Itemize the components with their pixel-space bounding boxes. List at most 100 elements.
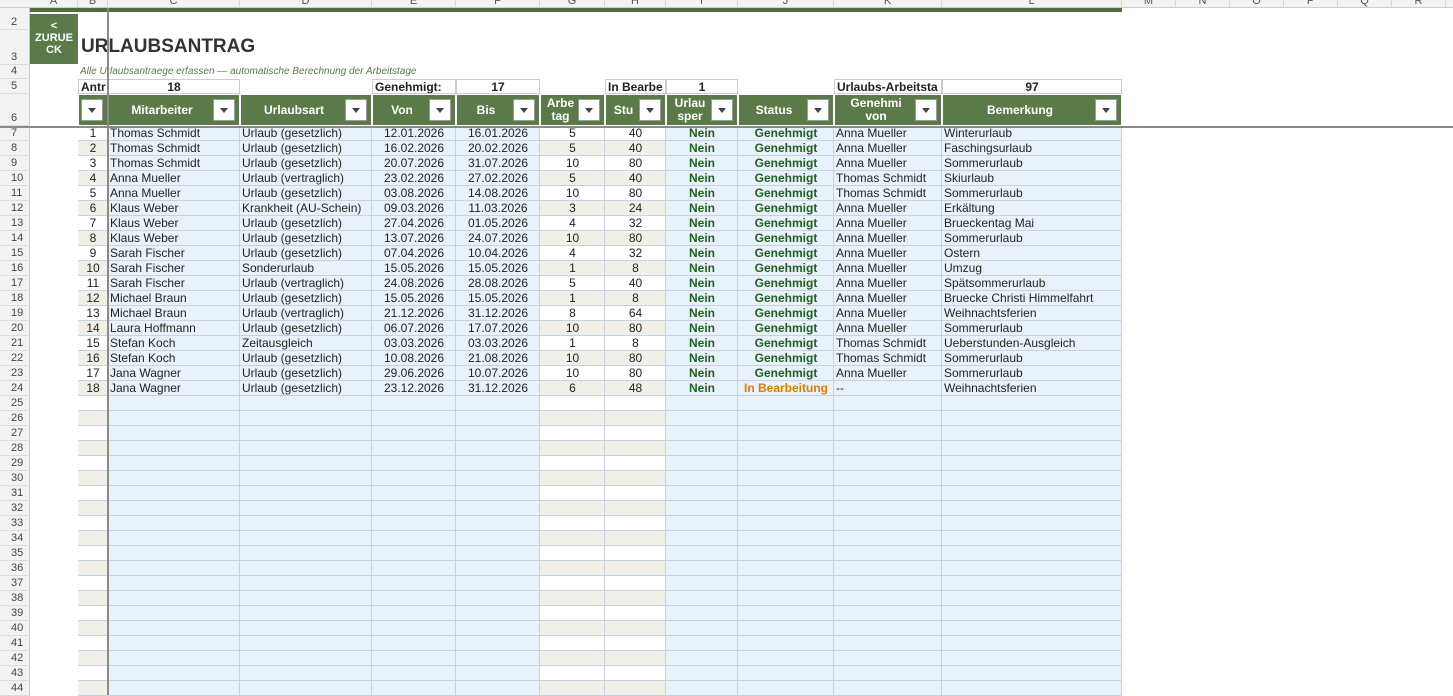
table-cell-bg xyxy=(834,546,942,561)
table-cell-bg xyxy=(605,306,666,321)
filter-button[interactable] xyxy=(1095,99,1117,121)
row-header-bar xyxy=(0,8,30,695)
filter-button[interactable] xyxy=(429,99,451,121)
table-cell: Anna Mueller xyxy=(836,276,907,290)
table-cell: Nein xyxy=(688,231,715,245)
table-cell: 15.05.2026 xyxy=(383,261,445,275)
column-letter: L xyxy=(942,0,1122,8)
table-cell: 2 xyxy=(89,141,97,155)
table-cell-bg xyxy=(738,366,834,381)
freeze-line-v xyxy=(107,8,109,695)
table-cell-bg xyxy=(240,201,372,216)
table-cell: 27.04.2026 xyxy=(383,216,445,230)
table-cell-bg xyxy=(738,186,834,201)
table-cell-bg xyxy=(372,621,456,636)
table-cell-bg xyxy=(666,171,738,186)
table-cell-bg xyxy=(605,606,666,621)
table-cell-bg xyxy=(738,606,834,621)
table-cell-bg xyxy=(456,276,540,291)
table-cell-bg xyxy=(540,666,605,681)
table-cell: 14.08.2026 xyxy=(467,186,529,200)
table-cell-bg xyxy=(666,636,738,651)
table-cell-bg xyxy=(456,291,540,306)
filter-button[interactable] xyxy=(639,99,661,121)
table-cell: Winterurlaub xyxy=(944,126,1013,140)
filter-button[interactable] xyxy=(711,99,733,121)
table-cell-bg xyxy=(372,486,456,501)
table-cell-bg xyxy=(834,591,942,606)
table-cell-bg xyxy=(942,141,1122,156)
table-cell-bg xyxy=(372,186,456,201)
table-cell-bg xyxy=(78,411,108,426)
filter-button[interactable] xyxy=(345,99,367,121)
filter-button[interactable] xyxy=(578,99,600,121)
table-cell: Ostern xyxy=(944,246,981,260)
table-cell-bg xyxy=(78,501,108,516)
table-cell: 23.02.2026 xyxy=(383,171,445,185)
table-cell: Thomas Schmidt xyxy=(110,141,201,155)
table-cell: 09.03.2026 xyxy=(383,201,445,215)
table-cell: Stefan Koch xyxy=(110,336,176,350)
table-cell-bg xyxy=(834,291,942,306)
filter-button[interactable] xyxy=(915,99,937,121)
table-cell-bg xyxy=(738,336,834,351)
table-cell-bg xyxy=(240,501,372,516)
row-number: 16 xyxy=(0,261,30,276)
row-number: 43 xyxy=(0,666,30,681)
row-number: 14 xyxy=(0,231,30,246)
row-number: 3 xyxy=(0,30,30,65)
table-cell-bg xyxy=(78,561,108,576)
table-cell: Genehmigt xyxy=(754,171,818,185)
table-cell: In Bearbeitung xyxy=(743,381,828,395)
table-cell: 10 xyxy=(565,156,580,170)
table-cell-bg xyxy=(240,381,372,396)
table-cell-bg xyxy=(666,321,738,336)
table-cell: Nein xyxy=(688,306,715,320)
row-number: 9 xyxy=(0,156,30,171)
filter-button[interactable] xyxy=(807,99,829,121)
table-cell: Genehmigt xyxy=(754,231,818,245)
table-cell-bg xyxy=(372,546,456,561)
table-cell-bg xyxy=(240,546,372,561)
table-cell: 80 xyxy=(628,231,643,245)
table-cell-bg xyxy=(666,516,738,531)
row-number: 34 xyxy=(0,531,30,546)
table-cell-bg xyxy=(942,126,1122,141)
table-cell-bg xyxy=(372,126,456,141)
table-cell: Genehmigt xyxy=(754,216,818,230)
filter-button[interactable] xyxy=(513,99,535,121)
table-cell-bg xyxy=(540,501,605,516)
table-cell-bg xyxy=(942,246,1122,261)
table-cell-bg xyxy=(456,456,540,471)
table-cell-bg xyxy=(108,336,240,351)
table-cell-bg xyxy=(240,396,372,411)
table-cell-bg xyxy=(372,381,456,396)
table-cell-bg xyxy=(372,591,456,606)
table-cell-bg xyxy=(605,321,666,336)
row-number: 18 xyxy=(0,291,30,306)
table-cell-bg xyxy=(942,531,1122,546)
table-cell-bg xyxy=(738,351,834,366)
filter-button[interactable] xyxy=(81,99,103,121)
table-cell-bg xyxy=(666,561,738,576)
table-cell-bg xyxy=(456,621,540,636)
table-cell-bg xyxy=(605,141,666,156)
back-button[interactable]: < ZURUE CK xyxy=(30,14,78,64)
table-cell-bg xyxy=(456,591,540,606)
table-cell: Sarah Fischer xyxy=(110,261,185,275)
table-cell: 40 xyxy=(628,141,643,155)
table-cell-bg xyxy=(666,426,738,441)
filter-button[interactable] xyxy=(213,99,235,121)
table-cell-bg xyxy=(666,621,738,636)
table-cell-bg xyxy=(108,126,240,141)
summary-value: 1 xyxy=(666,79,738,94)
table-cell-bg xyxy=(108,666,240,681)
table-cell-bg xyxy=(372,636,456,651)
table-cell-bg xyxy=(108,441,240,456)
table-cell-bg xyxy=(240,606,372,621)
table-cell-bg xyxy=(540,366,605,381)
table-cell-bg xyxy=(666,501,738,516)
column-letter: B xyxy=(78,0,108,8)
table-cell-bg xyxy=(942,381,1122,396)
table-cell: Anna Mueller xyxy=(836,126,907,140)
